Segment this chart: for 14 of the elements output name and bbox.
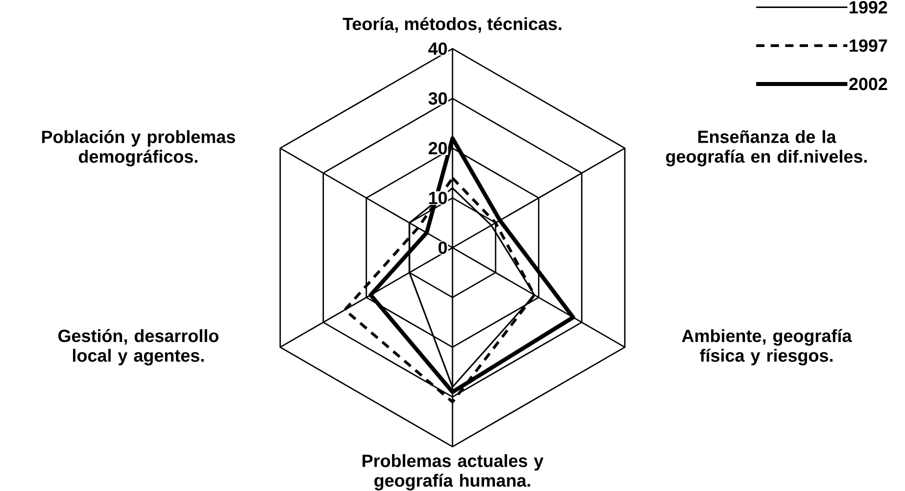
spoke-label: Teoría, métodos, técnicas.: [342, 16, 562, 33]
spoke-label: Enseñanza de la geografía en dif.niveles.: [666, 130, 867, 166]
spoke-label: Población y problemas demográficos.: [42, 130, 236, 166]
text: 2002: [849, 78, 888, 90]
spoke-label: Ambiente, geografía física y riesgos.: [682, 328, 852, 366]
y-tick-label: 20: [428, 142, 447, 154]
y-tick-label: 0: [438, 241, 447, 254]
y-tick-label: 40: [428, 42, 447, 55]
y-tick-label: 10: [429, 192, 447, 204]
spoke-label: Problemas actuales y geografía humana.: [362, 454, 544, 490]
y-tick-label: 30: [428, 92, 447, 105]
text: 1992: [850, 0, 888, 14]
text: 1997: [850, 39, 888, 52]
spoke-label: Gestión, desarrollo local y agentes.: [58, 328, 218, 366]
